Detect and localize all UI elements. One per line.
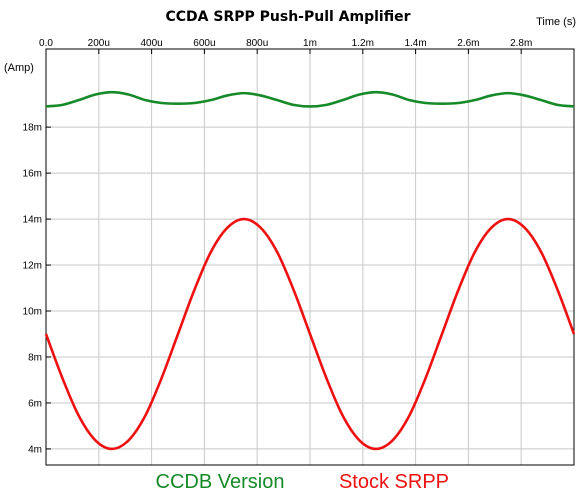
series-line-stock-srpp	[44, 217, 576, 451]
x-tick-label: 800u	[246, 38, 268, 49]
y-tick-label: 8m	[28, 352, 42, 363]
y-tick-label: 12m	[23, 261, 42, 272]
x-tick-label: 1.2m	[352, 38, 374, 49]
x-tick-label: 200u	[88, 38, 110, 49]
legend-entry-stock-srpp: Stock SRPP	[339, 471, 449, 493]
legend-entry-ccdb-version: CCDB Version	[156, 471, 285, 493]
x-tick-label: 0.0	[39, 38, 53, 49]
series-line-ccdb-version	[45, 90, 575, 108]
x-tick-labels: 0.0 200u 400u 600u 800u 1m 1.2m 1.4m 2.6m 2.8m	[39, 38, 532, 49]
y-tick-label: 10m	[23, 307, 42, 318]
x-axis-label: Time (s)	[536, 16, 576, 28]
x-tick-label: 1.4m	[404, 38, 426, 49]
y-tick-label: 16m	[23, 169, 42, 180]
grid	[45, 49, 574, 465]
y-axis-label: (Amp)	[4, 62, 34, 74]
x-tick-label: 1m	[303, 38, 317, 49]
x-tick-label: 600u	[193, 38, 215, 49]
y-tick-label: 14m	[23, 215, 42, 226]
y-tick-label: 4m	[28, 444, 42, 455]
x-tick-label: 2.6m	[457, 38, 479, 49]
series-layer	[44, 90, 576, 451]
y-tick-label: 6m	[28, 398, 42, 409]
plot-frame	[45, 48, 575, 466]
x-tick-label: 400u	[140, 38, 162, 49]
y-tick-label: 18m	[23, 123, 42, 134]
chart-title: CCDA SRPP Push-Pull Amplifier	[166, 9, 411, 25]
x-tick-label: 2.8m	[510, 38, 532, 49]
y-tick-labels: 4m 6m 8m 10m 12m 14m 16m 18m	[23, 123, 42, 456]
